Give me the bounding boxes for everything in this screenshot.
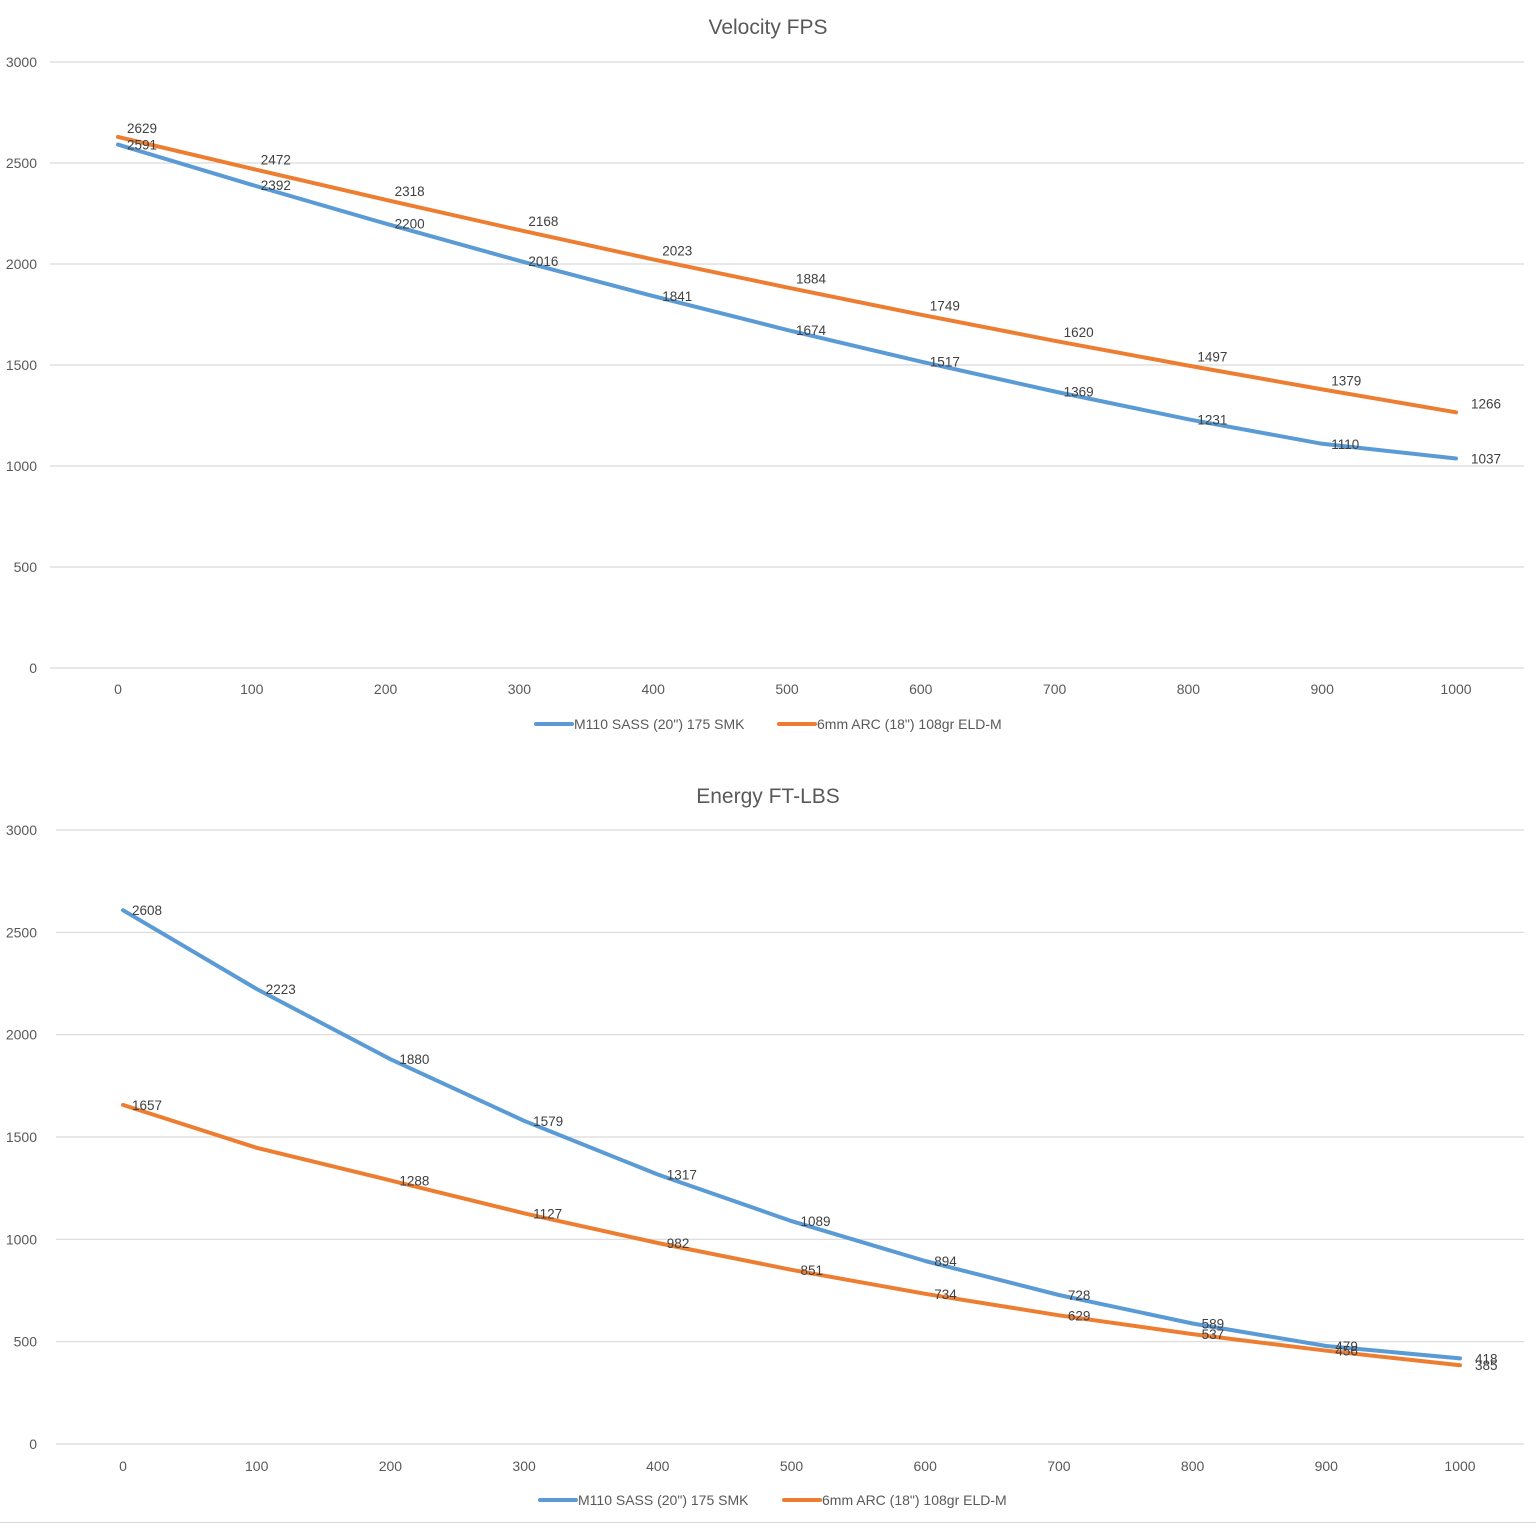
energy-series-line-2 — [121, 1102, 1462, 1368]
velocity-data-label: 2023 — [662, 243, 692, 258]
energy-x-tick-label: 500 — [780, 1458, 804, 1474]
velocity-x-tick-label: 800 — [1177, 681, 1201, 697]
velocity-legend-label-2: 6mm ARC (18") 108gr ELD-M — [817, 716, 1002, 732]
energy-x-tick-label: 600 — [914, 1458, 938, 1474]
energy-y-tick-label: 0 — [29, 1436, 37, 1452]
velocity-data-label: 2168 — [528, 214, 558, 229]
energy-chart: Energy FT-LBS 0 500 1000 1500 2000 2500 3000 0 10… — [0, 768, 1536, 1528]
velocity-x-tick-label: 600 — [909, 681, 933, 697]
velocity-data-label: 1884 — [796, 271, 827, 286]
energy-data-label: 894 — [934, 1254, 957, 1269]
velocity-y-tick-label: 0 — [29, 660, 37, 676]
velocity-x-tick-label: 200 — [374, 681, 398, 697]
velocity-data-label: 1266 — [1471, 396, 1501, 411]
velocity-data-label: 1674 — [796, 323, 827, 338]
energy-data-label: 1317 — [667, 1167, 697, 1182]
energy-y-tick-label: 1500 — [6, 1129, 37, 1145]
energy-data-label: 851 — [801, 1263, 824, 1278]
energy-data-label: 385 — [1475, 1358, 1498, 1373]
velocity-data-label: 1497 — [1197, 350, 1227, 365]
velocity-y-tick-label: 2000 — [6, 256, 37, 272]
velocity-y-tick-label: 2500 — [6, 155, 37, 171]
velocity-data-label: 1517 — [930, 355, 960, 370]
velocity-series-line-1 — [116, 142, 1458, 461]
energy-data-label: 1579 — [533, 1114, 563, 1129]
velocity-x-tick-label: 500 — [775, 681, 799, 697]
velocity-data-label: 2016 — [528, 254, 558, 269]
energy-x-tick-label: 1000 — [1444, 1458, 1475, 1474]
energy-data-label: 1657 — [132, 1098, 162, 1113]
energy-y-tick-label: 2500 — [6, 924, 37, 940]
velocity-data-label: 1379 — [1331, 373, 1361, 388]
energy-data-label: 629 — [1068, 1308, 1091, 1323]
energy-data-label: 456 — [1335, 1344, 1358, 1359]
velocity-chart: Velocity FPS 0 500 1000 1500 2000 2500 3000 0 100… — [0, 0, 1536, 760]
velocity-data-label: 1620 — [1064, 325, 1094, 340]
energy-x-tick-label: 0 — [119, 1458, 127, 1474]
energy-data-label: 1089 — [801, 1214, 831, 1229]
velocity-x-tick-label: 400 — [642, 681, 666, 697]
energy-data-label: 734 — [934, 1287, 957, 1302]
velocity-data-label: 2629 — [127, 121, 157, 136]
energy-data-label: 418 — [1475, 1351, 1498, 1366]
energy-data-label: 1880 — [399, 1052, 429, 1067]
velocity-chart-title: Velocity FPS — [708, 16, 827, 39]
velocity-data-label: 2318 — [395, 184, 425, 199]
energy-data-label: 479 — [1335, 1339, 1358, 1354]
energy-data-label: 2608 — [132, 903, 162, 918]
energy-data-label: 982 — [667, 1236, 690, 1251]
velocity-y-tick-label: 1500 — [6, 357, 37, 373]
velocity-data-label: 2200 — [395, 217, 425, 232]
velocity-x-tick-label: 100 — [240, 681, 264, 697]
velocity-data-label: 1369 — [1064, 384, 1094, 399]
energy-x-tick-label: 100 — [245, 1458, 269, 1474]
bottom-divider — [0, 1522, 1536, 1523]
energy-y-tick-label: 500 — [14, 1334, 38, 1350]
velocity-x-tick-label: 700 — [1043, 681, 1067, 697]
energy-x-tick-label: 800 — [1181, 1458, 1205, 1474]
energy-data-label: 589 — [1202, 1316, 1225, 1331]
velocity-chart-svg: Velocity FPS 0 500 1000 1500 2000 2500 3000 0 100… — [6, 16, 1524, 732]
energy-data-label: 2223 — [266, 982, 296, 997]
energy-x-tick-label: 900 — [1315, 1458, 1339, 1474]
energy-data-label: 537 — [1202, 1327, 1225, 1342]
velocity-series-line-2 — [116, 134, 1458, 415]
energy-y-tick-label: 3000 — [6, 822, 37, 838]
energy-data-label: 1288 — [399, 1173, 429, 1188]
energy-data-label: 1127 — [533, 1206, 562, 1221]
energy-series-line-1 — [121, 908, 1462, 1361]
energy-data-label: 728 — [1068, 1288, 1091, 1303]
energy-x-tick-label: 200 — [379, 1458, 403, 1474]
energy-x-tick-label: 300 — [512, 1458, 536, 1474]
velocity-data-label: 2392 — [261, 178, 291, 193]
velocity-data-label: 2472 — [261, 153, 291, 168]
velocity-x-tick-label: 0 — [114, 681, 122, 697]
velocity-y-tick-label: 500 — [14, 559, 38, 575]
energy-y-tick-label: 2000 — [6, 1027, 37, 1043]
velocity-data-label: 1110 — [1331, 437, 1359, 452]
velocity-data-label: 2591 — [127, 138, 157, 153]
energy-legend-label-1: M110 SASS (20") 175 SMK — [578, 1492, 749, 1508]
velocity-data-label: 1037 — [1471, 452, 1501, 467]
energy-x-tick-label: 400 — [646, 1458, 670, 1474]
energy-chart-title: Energy FT-LBS — [696, 785, 840, 808]
velocity-data-label: 1749 — [930, 299, 960, 314]
velocity-y-tick-label: 1000 — [6, 458, 37, 474]
energy-x-tick-label: 700 — [1047, 1458, 1071, 1474]
velocity-x-tick-label: 900 — [1311, 681, 1335, 697]
velocity-x-tick-label: 300 — [508, 681, 532, 697]
energy-chart-svg: Energy FT-LBS 0 500 1000 1500 2000 2500 3000 0 10… — [6, 785, 1524, 1508]
velocity-data-label: 1231 — [1197, 412, 1227, 427]
energy-y-tick-label: 1000 — [6, 1231, 37, 1247]
velocity-data-label: 1841 — [662, 289, 692, 304]
energy-legend-label-2: 6mm ARC (18") 108gr ELD-M — [822, 1492, 1007, 1508]
velocity-legend-label-1: M110 SASS (20") 175 SMK — [574, 716, 745, 732]
velocity-y-tick-label: 3000 — [6, 54, 37, 70]
velocity-x-tick-label: 1000 — [1440, 681, 1471, 697]
